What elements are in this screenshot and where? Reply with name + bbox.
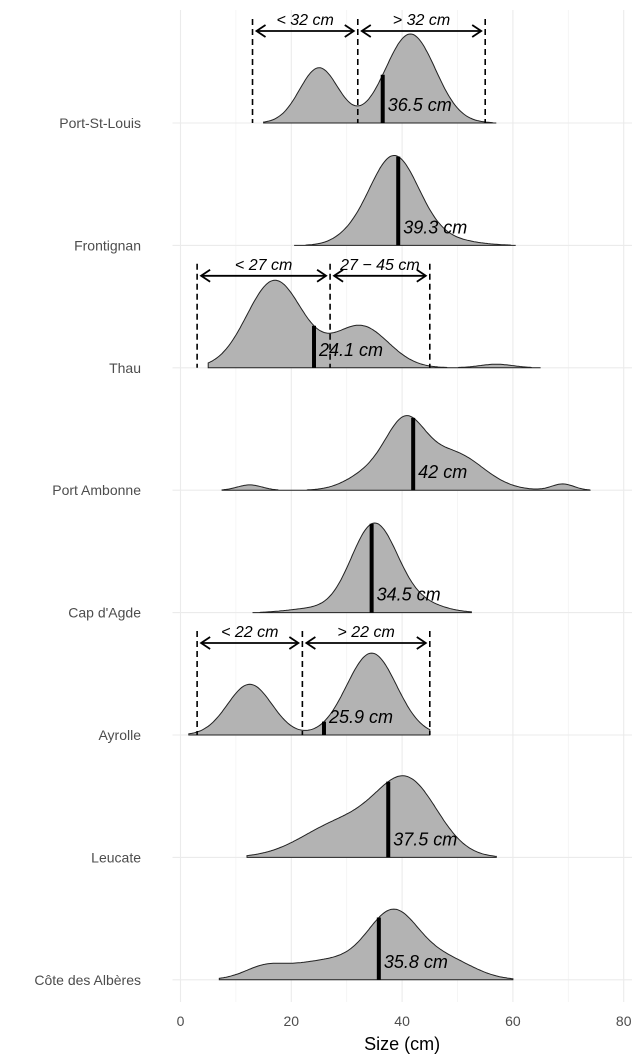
- median-label-3: 42 cm: [418, 462, 467, 482]
- arrowhead-right-5-0: [288, 636, 301, 650]
- ridge-7: [218, 908, 514, 981]
- ridge-4: [252, 522, 472, 614]
- y-tick-label-3: Port Ambonne: [52, 482, 141, 498]
- y-tick-label-6: Leucate: [91, 849, 141, 865]
- arrowhead-left-5-1: [304, 636, 316, 650]
- arrowhead-right-0-0: [344, 24, 356, 38]
- median-label-0: 36.5 cm: [388, 95, 452, 115]
- arrowhead-right-2-1: [416, 269, 428, 283]
- median-label-1: 39.3 cm: [403, 217, 467, 237]
- median-label-5: 25.9 cm: [328, 707, 393, 727]
- x-tick-label-40: 40: [394, 1013, 410, 1029]
- arrowhead-right-5-1: [416, 636, 428, 650]
- y-tick-label-2: Thau: [109, 360, 141, 376]
- range-label-5-1: > 22 cm: [337, 624, 394, 641]
- ridge-1: [294, 155, 516, 246]
- y-tick-label-7: Côte des Albères: [34, 972, 141, 988]
- median-label-7: 35.8 cm: [384, 952, 448, 972]
- y-tick-label-0: Port-St-Louis: [59, 115, 141, 131]
- x-tick-label-0: 0: [177, 1013, 185, 1029]
- arrowhead-left-0-0: [254, 24, 267, 38]
- range-label-0-0: < 32 cm: [276, 12, 333, 29]
- y-axis-labels: Port-St-Louis Frontignan Thau Port Ambonne C…: [34, 115, 141, 988]
- range-label-2-0: < 27 cm: [235, 257, 292, 274]
- range-label-0-1: > 32 cm: [393, 12, 450, 29]
- range-label-2-1: 27 − 45 cm: [339, 257, 420, 274]
- y-tick-label-4: Cap d'Agde: [68, 605, 141, 621]
- x-tick-label-20: 20: [284, 1013, 300, 1029]
- arrowhead-left-5-0: [199, 636, 211, 650]
- x-axis-labels: 0 20 40 60 80: [177, 1013, 632, 1029]
- ridge-6: [246, 775, 497, 858]
- arrowhead-right-0-1: [471, 24, 483, 38]
- y-tick-label-1: Frontignan: [74, 237, 141, 253]
- x-tick-label-80: 80: [616, 1013, 632, 1029]
- ridges: [188, 33, 591, 981]
- ridge-2: [207, 279, 541, 369]
- ridge-0: [263, 33, 497, 124]
- ridge-5: [188, 652, 431, 736]
- arrowhead-left-2-0: [199, 269, 211, 283]
- x-tick-label-60: 60: [505, 1013, 521, 1029]
- arrowhead-left-2-1: [332, 269, 344, 283]
- arrowhead-left-0-1: [360, 24, 372, 38]
- range-label-5-0: < 22 cm: [221, 624, 278, 641]
- ridge-3: [221, 415, 591, 491]
- y-tick-label-5: Ayrolle: [98, 727, 141, 743]
- x-axis-title: Size (cm): [364, 1034, 440, 1054]
- arrowhead-right-2-0: [316, 269, 328, 283]
- median-label-6: 37.5 cm: [393, 829, 457, 849]
- median-label-4: 34.5 cm: [377, 585, 441, 605]
- median-label-2: 24.1 cm: [318, 340, 383, 360]
- annotations: 36.5 cm < 32 cm > 32 cm 39.3 cm 24.1 cm < 27 …: [196, 12, 487, 972]
